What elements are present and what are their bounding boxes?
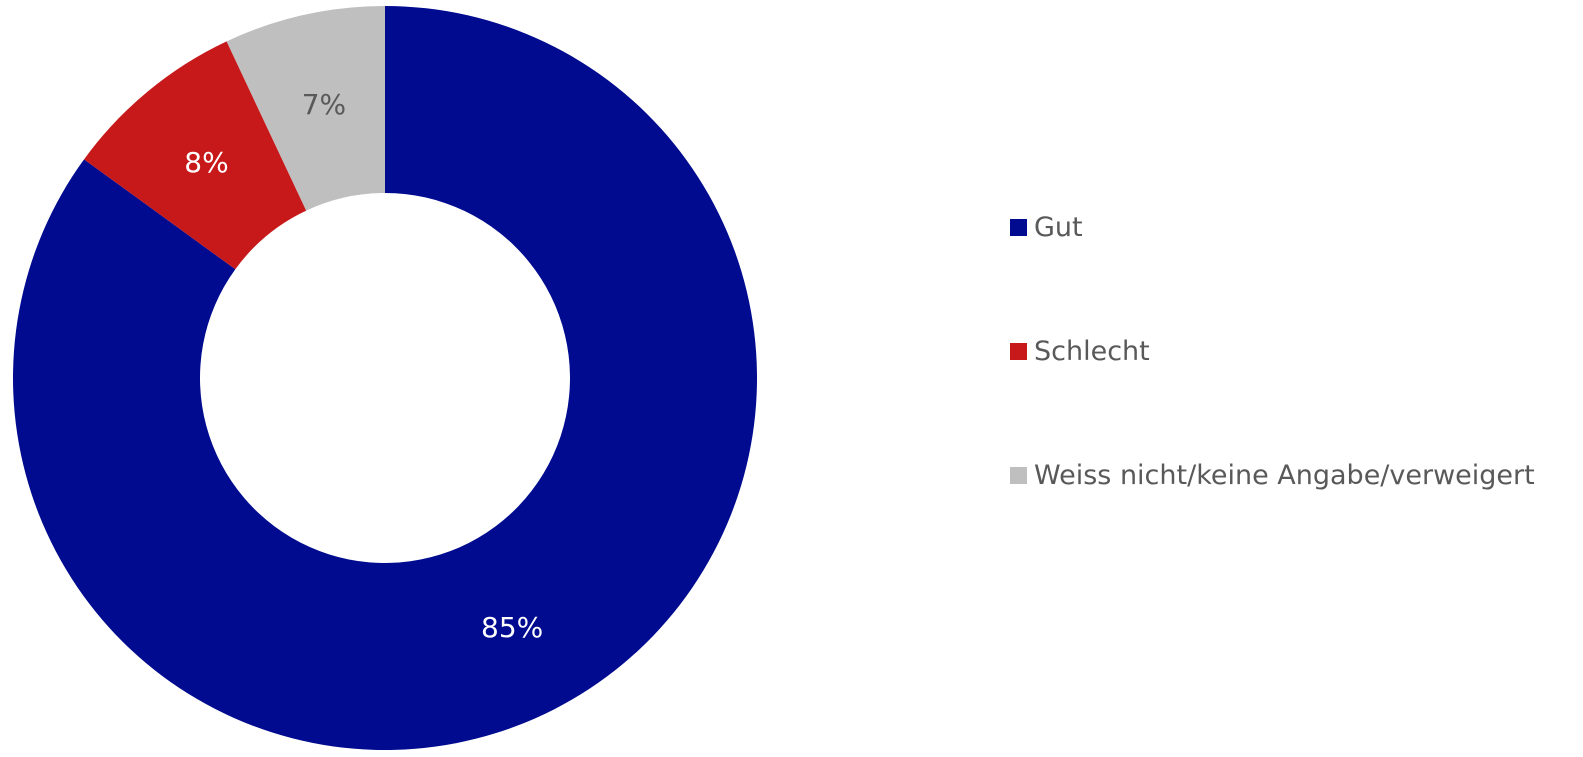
legend-item-schlecht: Schlecht (1010, 331, 1535, 371)
donut-slices (12, 6, 758, 751)
data-label-gut: 85% (481, 611, 543, 644)
slice-schlecht (84, 41, 307, 270)
legend: Gut Schlecht Weiss nicht/keine Angabe/ve… (1010, 207, 1535, 579)
data-label-schlecht: 8% (184, 146, 228, 179)
data-label-weiss-nicht: 7% (302, 88, 346, 121)
legend-swatch-gut (1010, 218, 1027, 236)
data-labels: 85% 8% 7% (184, 88, 543, 644)
legend-label-schlecht: Schlecht (1034, 335, 1150, 367)
donut-chart: 85% 8% 7% (12, 6, 758, 751)
legend-label-gut: Gut (1034, 211, 1083, 243)
legend-label-weiss-nicht: Weiss nicht/keine Angabe/verweigert (1034, 459, 1535, 491)
legend-item-gut: Gut (1010, 207, 1535, 247)
slice-weiss-nicht (226, 6, 385, 211)
slice-gut (12, 6, 758, 751)
legend-swatch-schlecht (1010, 342, 1027, 360)
legend-item-weiss-nicht: Weiss nicht/keine Angabe/verweigert (1010, 455, 1535, 495)
legend-swatch-weiss-nicht (1010, 466, 1027, 484)
